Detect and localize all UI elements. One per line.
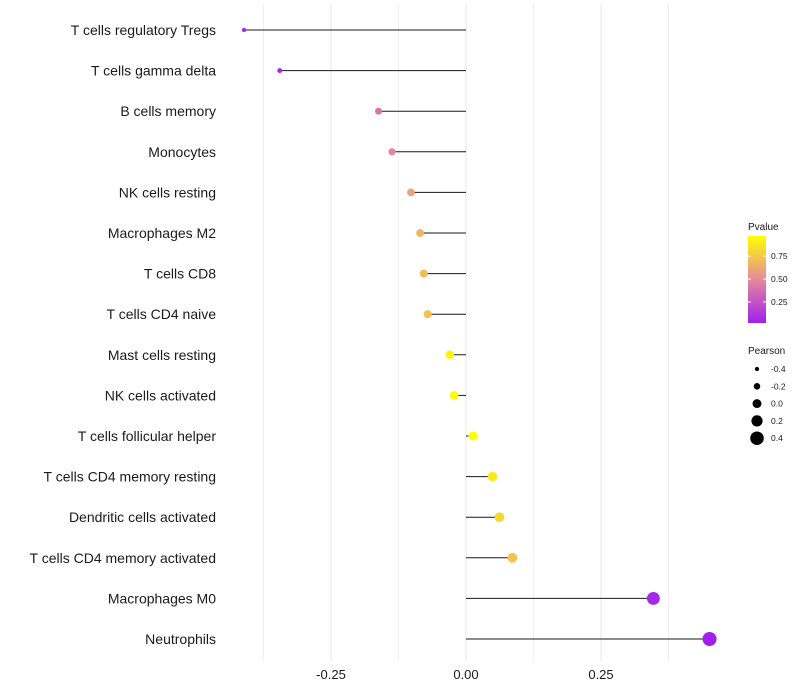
- category-label: T cells CD4 memory resting: [44, 469, 216, 485]
- lollipop-points: [242, 27, 717, 647]
- lollipop-point: [277, 68, 283, 74]
- pearson-legend-label: -0.4: [771, 364, 786, 374]
- pvalue-legend-label: 0.25: [771, 297, 788, 307]
- category-label: T cells regulatory Tregs: [71, 22, 216, 38]
- lollipop-point: [416, 229, 425, 237]
- lollipop-point: [646, 591, 660, 605]
- pearson-legend-dot: [752, 399, 762, 409]
- category-label: T cells follicular helper: [78, 428, 217, 444]
- category-label: T cells CD4 memory activated: [30, 550, 216, 566]
- pvalue-legend: Pvalue 0.25 0.50 0.75: [748, 222, 788, 323]
- category-label: B cells memory: [120, 103, 216, 119]
- x-tick-label: 0.25: [588, 667, 613, 682]
- pearson-legend-dot: [751, 415, 763, 427]
- category-label: Macrophages M0: [108, 590, 216, 606]
- lollipop-point: [507, 552, 518, 563]
- category-labels: T cells regulatory Tregs T cells gamma de…: [30, 22, 217, 647]
- pearson-legend-dot: [753, 383, 761, 390]
- pvalue-colorbar: [748, 236, 766, 323]
- category-label: Monocytes: [148, 144, 216, 160]
- lollipop-stems: [244, 29, 710, 640]
- pvalue-legend-label: 0.50: [771, 274, 788, 284]
- category-label: Dendritic cells activated: [69, 509, 216, 525]
- category-label: T cells CD8: [144, 266, 216, 282]
- lollipop-point: [702, 631, 717, 647]
- pearson-legend-label: 0.2: [771, 416, 783, 426]
- lollipop-point: [468, 431, 478, 441]
- category-label: T cells gamma delta: [91, 63, 216, 79]
- grid-lines: [263, 4, 669, 661]
- pearson-legend-dot: [750, 431, 764, 445]
- lollipop-point: [487, 471, 498, 482]
- category-label: NK cells activated: [105, 387, 216, 403]
- pvalue-legend-label: 0.75: [771, 251, 788, 261]
- pearson-legend-label: 0.4: [771, 433, 783, 443]
- lollipop-point: [445, 350, 455, 360]
- lollipop-point: [494, 512, 505, 522]
- category-label: Neutrophils: [145, 631, 216, 647]
- category-label: T cells CD4 naive: [107, 306, 217, 322]
- lollipop-point: [449, 391, 459, 400]
- x-axis-tick-labels: -0.25 0.00 0.25: [316, 667, 613, 682]
- pearson-legend-dot: [754, 366, 760, 372]
- lollipop-point: [388, 148, 396, 156]
- lollipop-point: [407, 188, 415, 197]
- category-label: Mast cells resting: [108, 347, 216, 363]
- pearson-legend-label: 0.0: [771, 399, 783, 409]
- lollipop-point: [375, 107, 383, 115]
- lollipop-point: [423, 310, 432, 319]
- pearson-legend-title: Pearson: [748, 346, 785, 357]
- pearson-legend-label: -0.2: [771, 381, 786, 391]
- category-label: Macrophages M2: [108, 225, 216, 241]
- lollipop-point: [242, 27, 247, 33]
- x-tick-label: 0.00: [453, 667, 478, 682]
- pearson-legend: Pearson -0.4 -0.2 0.0 0.2 0.4: [748, 346, 786, 445]
- category-label: NK cells resting: [119, 184, 216, 200]
- x-tick-label: -0.25: [316, 667, 346, 682]
- lollipop-point: [419, 269, 428, 278]
- pvalue-legend-title: Pvalue: [748, 222, 779, 233]
